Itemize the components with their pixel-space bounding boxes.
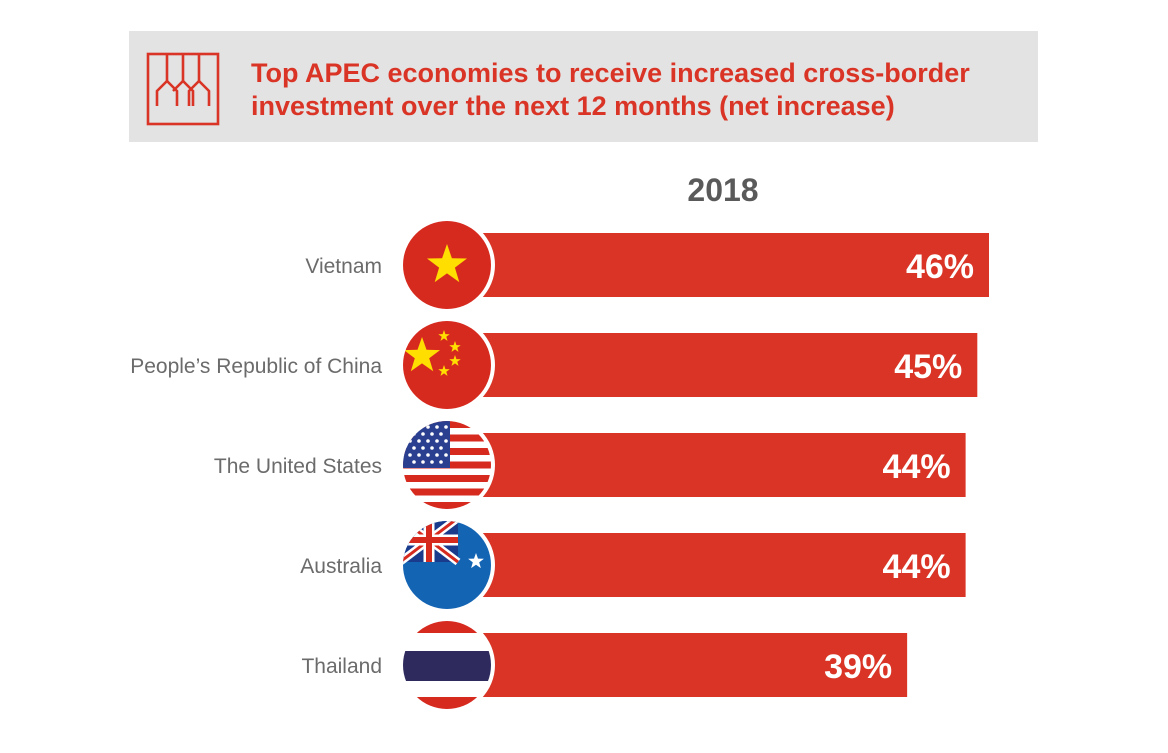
vietnam-flag-icon [399, 217, 495, 313]
bar-thailand [451, 633, 908, 697]
data-label-australia: 44% [883, 548, 951, 586]
bar-australia [451, 533, 966, 597]
category-label-australia: Australia [300, 555, 382, 578]
bar-the-united-states [451, 433, 966, 497]
data-label-people-s-republic-of-china: 45% [894, 348, 962, 386]
data-label-the-united-states: 44% [883, 448, 951, 486]
data-label-thailand: 39% [824, 648, 892, 686]
category-label-people-s-republic-of-china: People’s Republic of China [130, 355, 382, 378]
bar-vietnam [451, 233, 989, 297]
china-flag-icon [399, 317, 495, 413]
category-label-thailand: Thailand [301, 655, 382, 678]
chart-header: Top APEC economies to receive increased … [129, 31, 1038, 142]
usa-flag-icon [399, 417, 495, 513]
data-label-vietnam: 46% [906, 248, 974, 286]
category-label-vietnam: Vietnam [305, 255, 382, 278]
bar-people-s-republic-of-china [451, 333, 978, 397]
thailand-flag-icon [399, 617, 495, 713]
category-label-the-united-states: The United States [214, 455, 382, 478]
chart-title: Top APEC economies to receive increased … [251, 58, 970, 121]
series-year-label: 2018 [687, 172, 759, 208]
australia-flag-icon [399, 517, 495, 613]
branching-structure-icon [146, 52, 220, 126]
